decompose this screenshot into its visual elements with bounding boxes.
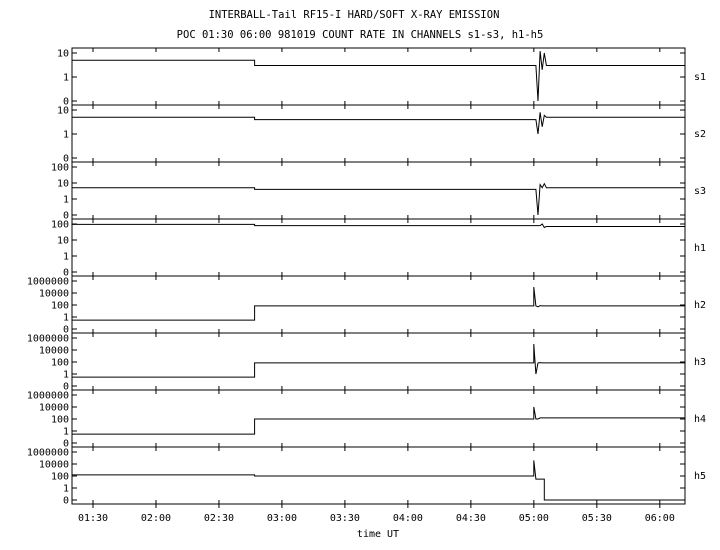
y-tick-label: 10000 (39, 289, 69, 300)
y-tick-label: 100 (51, 301, 69, 312)
panel-s3: 0 1 10 100 s3 (51, 161, 706, 222)
channel-label: h5 (694, 471, 706, 482)
y-tick-label: 10 (57, 106, 69, 117)
channel-label: h1 (694, 243, 706, 254)
x-tick-label: 04:30 (456, 513, 486, 524)
panel-frame (71, 161, 686, 220)
panel-frame (71, 104, 686, 163)
y-tick-label: 1 (63, 484, 69, 495)
x-tick-label: 05:00 (519, 513, 549, 524)
channel-label: h4 (694, 414, 706, 425)
panel-h1: 0 1 10 100 h1 (51, 218, 706, 279)
y-tick-label: 10 (57, 49, 69, 60)
y-tick-label: 0 (63, 382, 69, 393)
channel-label: s3 (694, 186, 706, 197)
series-line-s2 (72, 112, 685, 135)
y-tick-label: 10000 (39, 403, 69, 414)
y-tick-label: 0 (63, 439, 69, 450)
y-tick-label: 100 (51, 220, 69, 231)
y-tick-label: 10 (57, 179, 69, 190)
y-tick-label: 1 (63, 313, 69, 324)
channel-label: s2 (694, 129, 706, 140)
y-tick-label: 1 (63, 73, 69, 84)
panel-frame (71, 47, 686, 106)
y-tick-label: 1 (63, 195, 69, 206)
y-tick-label: 100 (51, 415, 69, 426)
y-tick-label: 1000000 (27, 334, 69, 345)
y-tick-label: 0 (63, 496, 69, 507)
y-tick-label: 1000000 (27, 448, 69, 459)
time-axis: 01:30 02:00 02:30 03:00 03:30 04:00 04:30 05:00… (78, 504, 675, 524)
x-tick-label: 02:30 (204, 513, 234, 524)
channel-label: s1 (694, 72, 706, 83)
series-line-s3 (72, 182, 685, 216)
x-tick-label: 03:30 (330, 513, 360, 524)
y-tick-label: 0 (63, 268, 69, 279)
channel-label: h3 (694, 357, 706, 368)
panel-frame (71, 275, 686, 334)
y-tick-label: 100 (51, 163, 69, 174)
x-tick-label: 01:30 (78, 513, 108, 524)
chart-title: INTERBALL-Tail RF15-I HARD/SOFT X-RAY EM… (209, 9, 500, 21)
x-tick-label: 03:00 (267, 513, 297, 524)
series-line-h4 (72, 406, 685, 435)
y-tick-label: 10000 (39, 460, 69, 471)
y-tick-label: 1 (63, 370, 69, 381)
channel-label: h2 (694, 300, 706, 311)
y-tick-label: 0 (63, 211, 69, 222)
series-line-s1 (72, 51, 685, 102)
x-tick-label: 04:00 (393, 513, 423, 524)
y-tick-label: 1000000 (27, 391, 69, 402)
x-tick-label: 06:00 (645, 513, 675, 524)
y-tick-label: 0 (63, 325, 69, 336)
y-tick-label: 100 (51, 358, 69, 369)
x-axis-label: time UT (357, 529, 399, 540)
series-line-h5 (72, 460, 685, 501)
series-line-h1 (72, 223, 685, 229)
y-tick-label: 0 (63, 97, 69, 108)
series-line-h3 (72, 343, 685, 378)
chart-subtitle: POC 01:30 06:00 981019 COUNT RATE IN CHA… (177, 29, 544, 41)
panel-frame (71, 218, 686, 277)
y-tick-label: 1 (63, 252, 69, 263)
panel-stack: 0110s10110s20110100s30110100h10110010000… (27, 47, 706, 507)
x-tick-label: 02:00 (141, 513, 171, 524)
x-tick-label: 05:30 (582, 513, 612, 524)
y-tick-label: 100 (51, 472, 69, 483)
series-line-h2 (72, 286, 685, 321)
y-tick-label: 10 (57, 236, 69, 247)
panel-s1: 0 1 10 s1 (57, 47, 706, 108)
y-tick-label: 10000 (39, 346, 69, 357)
y-tick-label: 0 (63, 154, 69, 165)
y-tick-label: 1000000 (27, 277, 69, 288)
panel-s2: 0 1 10 s2 (57, 104, 706, 165)
y-tick-label: 1 (63, 427, 69, 438)
y-tick-label: 1 (63, 130, 69, 141)
panel-frame (71, 332, 686, 391)
